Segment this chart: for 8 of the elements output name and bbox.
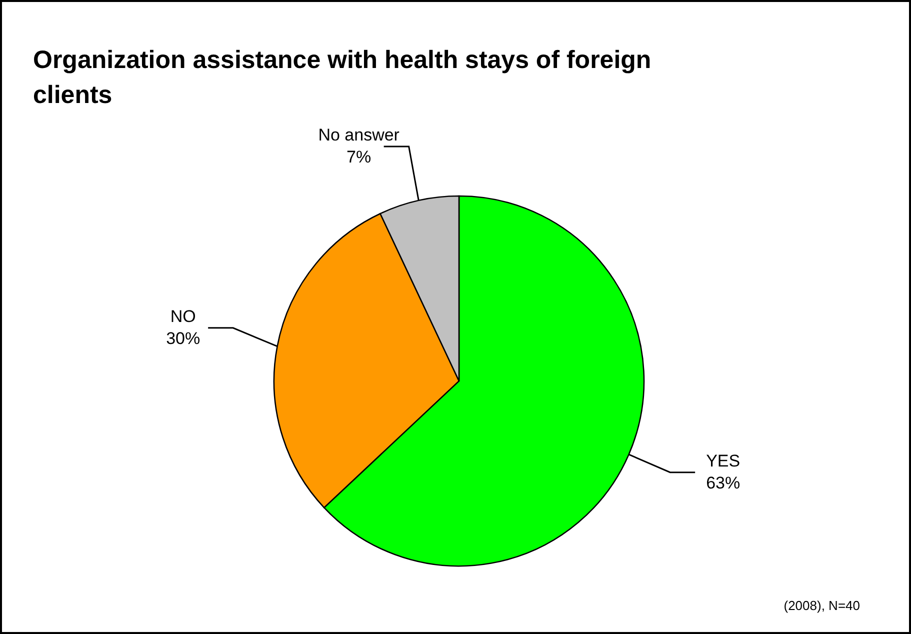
slice-label: No answer (318, 126, 400, 145)
text: (2008), N=40 (784, 598, 860, 613)
data-label: 63% (706, 473, 740, 492)
data-label: 7% (346, 148, 372, 167)
chart-title: Organization assistance with health stays of foreign clients (33, 46, 652, 109)
slice-label: NO (170, 306, 196, 326)
slice-label: YES (706, 451, 740, 470)
data-label: 30% (166, 328, 200, 348)
